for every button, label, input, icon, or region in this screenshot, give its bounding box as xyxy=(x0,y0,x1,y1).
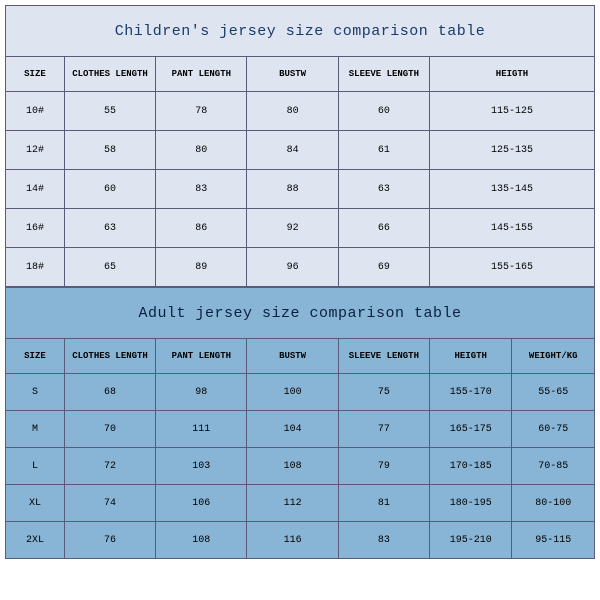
table-row: 14# 60 83 88 63 135-145 xyxy=(6,170,595,209)
cell-weight: 70-85 xyxy=(512,448,595,485)
col-bust: BUSTW xyxy=(247,57,338,92)
col-sleeve-length: SLEEVE LENGTH xyxy=(338,339,429,374)
table-row: 16# 63 86 92 66 145-155 xyxy=(6,209,595,248)
adult-header-row: SIZE CLOTHES LENGTH PANT LENGTH BUSTW SL… xyxy=(6,339,595,374)
cell-size: 2XL xyxy=(6,522,65,559)
adult-size-table: Adult jersey size comparison table SIZE … xyxy=(5,287,595,559)
adult-title-row: Adult jersey size comparison table xyxy=(6,288,595,339)
cell-sleeve: 66 xyxy=(338,209,429,248)
cell-size: XL xyxy=(6,485,65,522)
cell-pant: 80 xyxy=(156,131,247,170)
cell-clothes: 76 xyxy=(64,522,155,559)
col-size: SIZE xyxy=(6,339,65,374)
cell-size: 12# xyxy=(6,131,65,170)
cell-height: 125-135 xyxy=(430,131,595,170)
cell-sleeve: 79 xyxy=(338,448,429,485)
cell-pant: 89 xyxy=(156,248,247,287)
cell-weight: 80-100 xyxy=(512,485,595,522)
cell-clothes: 63 xyxy=(64,209,155,248)
cell-weight: 60-75 xyxy=(512,411,595,448)
cell-pant: 111 xyxy=(156,411,247,448)
table-row: S 68 98 100 75 155-170 55-65 xyxy=(6,374,595,411)
cell-height: 180-195 xyxy=(430,485,512,522)
cell-sleeve: 69 xyxy=(338,248,429,287)
cell-size: S xyxy=(6,374,65,411)
cell-bust: 100 xyxy=(247,374,338,411)
col-size: SIZE xyxy=(6,57,65,92)
cell-clothes: 72 xyxy=(64,448,155,485)
col-height: HEIGTH xyxy=(430,57,595,92)
table-row: 12# 58 80 84 61 125-135 xyxy=(6,131,595,170)
cell-size: 10# xyxy=(6,92,65,131)
cell-bust: 84 xyxy=(247,131,338,170)
cell-bust: 104 xyxy=(247,411,338,448)
cell-sleeve: 63 xyxy=(338,170,429,209)
col-pant-length: PANT LENGTH xyxy=(156,57,247,92)
table-row: 10# 55 78 80 60 115-125 xyxy=(6,92,595,131)
table-row: XL 74 106 112 81 180-195 80-100 xyxy=(6,485,595,522)
cell-clothes: 70 xyxy=(64,411,155,448)
cell-bust: 88 xyxy=(247,170,338,209)
cell-sleeve: 83 xyxy=(338,522,429,559)
cell-height: 155-170 xyxy=(430,374,512,411)
cell-size: M xyxy=(6,411,65,448)
col-pant-length: PANT LENGTH xyxy=(156,339,247,374)
children-title: Children's jersey size comparison table xyxy=(6,6,595,57)
col-sleeve-length: SLEEVE LENGTH xyxy=(338,57,429,92)
cell-height: 115-125 xyxy=(430,92,595,131)
adult-title: Adult jersey size comparison table xyxy=(6,288,595,339)
col-clothes-length: CLOTHES LENGTH xyxy=(64,339,155,374)
cell-pant: 106 xyxy=(156,485,247,522)
cell-size: 14# xyxy=(6,170,65,209)
cell-clothes: 68 xyxy=(64,374,155,411)
cell-bust: 80 xyxy=(247,92,338,131)
cell-clothes: 65 xyxy=(64,248,155,287)
table-row: M 70 111 104 77 165-175 60-75 xyxy=(6,411,595,448)
cell-pant: 83 xyxy=(156,170,247,209)
cell-pant: 78 xyxy=(156,92,247,131)
cell-height: 165-175 xyxy=(430,411,512,448)
cell-bust: 92 xyxy=(247,209,338,248)
cell-sleeve: 61 xyxy=(338,131,429,170)
cell-pant: 103 xyxy=(156,448,247,485)
table-row: 18# 65 89 96 69 155-165 xyxy=(6,248,595,287)
cell-pant: 98 xyxy=(156,374,247,411)
children-header-row: SIZE CLOTHES LENGTH PANT LENGTH BUSTW SL… xyxy=(6,57,595,92)
cell-sleeve: 77 xyxy=(338,411,429,448)
cell-weight: 55-65 xyxy=(512,374,595,411)
cell-bust: 108 xyxy=(247,448,338,485)
cell-height: 135-145 xyxy=(430,170,595,209)
cell-bust: 116 xyxy=(247,522,338,559)
col-weight: WEIGHT/KG xyxy=(512,339,595,374)
cell-height: 195-210 xyxy=(430,522,512,559)
cell-sleeve: 75 xyxy=(338,374,429,411)
children-title-row: Children's jersey size comparison table xyxy=(6,6,595,57)
col-clothes-length: CLOTHES LENGTH xyxy=(64,57,155,92)
cell-height: 155-165 xyxy=(430,248,595,287)
cell-clothes: 60 xyxy=(64,170,155,209)
cell-height: 145-155 xyxy=(430,209,595,248)
cell-size: L xyxy=(6,448,65,485)
cell-sleeve: 60 xyxy=(338,92,429,131)
cell-clothes: 58 xyxy=(64,131,155,170)
table-row: L 72 103 108 79 170-185 70-85 xyxy=(6,448,595,485)
col-height: HEIGTH xyxy=(430,339,512,374)
cell-pant: 86 xyxy=(156,209,247,248)
col-bust: BUSTW xyxy=(247,339,338,374)
cell-size: 16# xyxy=(6,209,65,248)
cell-bust: 96 xyxy=(247,248,338,287)
cell-sleeve: 81 xyxy=(338,485,429,522)
cell-clothes: 74 xyxy=(64,485,155,522)
cell-weight: 95-115 xyxy=(512,522,595,559)
children-size-table: Children's jersey size comparison table … xyxy=(5,5,595,287)
cell-pant: 108 xyxy=(156,522,247,559)
cell-bust: 112 xyxy=(247,485,338,522)
cell-clothes: 55 xyxy=(64,92,155,131)
cell-size: 18# xyxy=(6,248,65,287)
cell-height: 170-185 xyxy=(430,448,512,485)
table-row: 2XL 76 108 116 83 195-210 95-115 xyxy=(6,522,595,559)
